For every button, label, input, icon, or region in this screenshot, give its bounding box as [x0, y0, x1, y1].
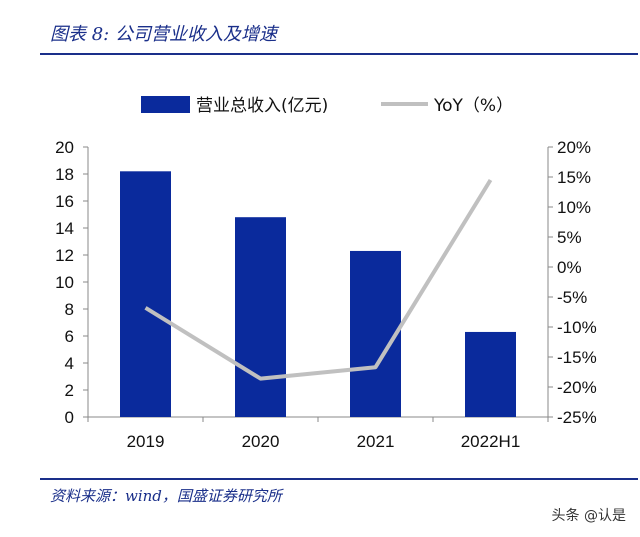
right-tick-label: 0% [557, 258, 582, 277]
bottom-rule [40, 478, 638, 480]
legend-label-revenue: 营业总收入(亿元) [196, 96, 328, 116]
left-tick-label: 6 [65, 327, 74, 346]
right-tick-label: -5% [557, 288, 587, 307]
left-tick-label: 12 [55, 246, 74, 265]
left-tick-label: 2 [65, 381, 74, 400]
left-tick-label: 10 [55, 273, 74, 292]
tick-labels: 0 2 4 6 8 10 12 14 16 18 20 -25% -20% -15% -10% -5% 0% 5%… [55, 138, 597, 451]
left-tick-label: 4 [65, 354, 74, 373]
legend: 营业总收入(亿元) YoY（%） [141, 96, 513, 116]
x-tick-label: 2019 [127, 432, 165, 451]
right-tick-label: 20% [557, 138, 591, 157]
revenue-bar [350, 250, 401, 417]
top-rule [40, 53, 638, 55]
left-tick-label: 0 [65, 408, 74, 427]
revenue-bar [235, 217, 286, 417]
x-tick-label: 2022H1 [461, 432, 521, 451]
left-tick-label: 8 [65, 300, 74, 319]
right-tick-label: -15% [557, 348, 597, 367]
left-tick-label: 14 [55, 219, 74, 238]
right-tick-label: -10% [557, 318, 597, 337]
left-tick-label: 20 [55, 138, 74, 157]
watermark: 头条 @认是 [551, 508, 626, 524]
legend-swatch-revenue [141, 96, 190, 113]
revenue-chart: 营业总收入(亿元) YoY（%） 0 2 4 6 8 10 12 14 16 18 20 -25% -2… [55, 96, 597, 451]
revenue-bar [465, 331, 516, 417]
right-tick-label: 5% [557, 228, 582, 247]
left-tick-label: 18 [55, 165, 74, 184]
right-tick-label: -20% [557, 378, 597, 397]
figure-source: 资料来源：wind，国盛证券研究所 [50, 487, 282, 505]
yoy-series [144, 178, 493, 381]
x-tick-label: 2020 [242, 432, 280, 451]
right-tick-label: -25% [557, 408, 597, 427]
right-tick-label: 15% [557, 168, 591, 187]
revenue-bar [120, 171, 171, 417]
x-tick-label: 2021 [357, 432, 395, 451]
yoy-line [144, 178, 493, 381]
figure-title: 图表 8: 公司营业收入及增速 [50, 24, 277, 45]
bar-series [120, 171, 516, 417]
left-tick-label: 16 [55, 192, 74, 211]
legend-label-yoy: YoY（%） [433, 96, 513, 116]
right-tick-label: 10% [557, 198, 591, 217]
